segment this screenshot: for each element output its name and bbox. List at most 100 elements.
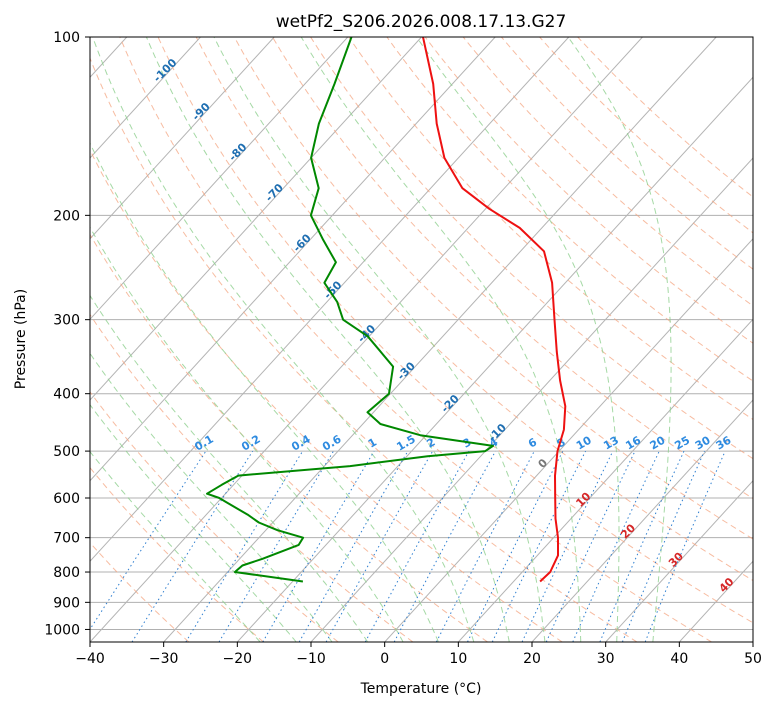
moist-adiabat-line bbox=[90, 450, 261, 642]
y-tick-label: 700 bbox=[53, 531, 80, 547]
moist-adiabat-line bbox=[90, 294, 369, 642]
isotherm-line bbox=[90, 37, 422, 401]
isotherm-label: 40 bbox=[716, 575, 736, 595]
plot-frame bbox=[89, 36, 754, 643]
isotherm-label: -40 bbox=[355, 322, 378, 345]
dewpoint-profile-line bbox=[206, 37, 494, 583]
axes: −40 −30 −20 −10 0 10 20 30 40 5010020030040050060… bbox=[44, 30, 762, 667]
y-tick-label: 900 bbox=[53, 595, 80, 611]
moist-adiabat-line bbox=[300, 37, 582, 642]
mixing-ratio-line bbox=[572, 450, 660, 642]
isotherm-line bbox=[90, 37, 643, 642]
isotherm-line bbox=[457, 318, 753, 642]
dry-adiabat-line bbox=[539, 37, 753, 234]
x-tick-label: 40 bbox=[670, 651, 688, 667]
isotherm-line bbox=[163, 37, 717, 642]
mixing-ratio-line bbox=[131, 450, 254, 642]
isotherm-label: 20 bbox=[618, 521, 638, 541]
dry-adiabat-line bbox=[424, 37, 753, 344]
mixing-ratio-label: 16 bbox=[623, 433, 643, 452]
mixing-ratio-line bbox=[545, 450, 636, 642]
mixing-ratio-line bbox=[298, 450, 409, 642]
y-tick-label: 800 bbox=[53, 565, 80, 581]
x-tick-label: 0 bbox=[380, 651, 389, 667]
isotherm-line bbox=[752, 641, 753, 642]
dry-adiabat-line bbox=[90, 149, 563, 642]
moist-adiabat-line bbox=[90, 403, 297, 642]
dry-adiabat-line bbox=[272, 37, 753, 500]
isotherm-line bbox=[90, 37, 496, 482]
dry-adiabat-line bbox=[90, 56, 638, 642]
isotherm-label: -80 bbox=[226, 140, 249, 163]
mixing-ratio-label: 25 bbox=[672, 434, 692, 453]
dry-adiabat-line bbox=[119, 37, 712, 642]
dry-adiabat-line bbox=[577, 37, 753, 198]
dry-adiabat-line bbox=[348, 37, 753, 421]
moist-adiabat-line bbox=[567, 37, 672, 642]
mixing-ratio-line bbox=[364, 450, 470, 642]
x-tick-label: −20 bbox=[223, 651, 253, 667]
x-tick-label: −10 bbox=[296, 651, 326, 667]
y-tick-label: 100 bbox=[53, 30, 80, 46]
plot-area: 0.1 0.2 0.4 0.6 1 1.5 2 3 4 6 8 10 13 16 20 25 30 36-100-… bbox=[90, 37, 753, 642]
x-tick-label: 10 bbox=[449, 651, 467, 667]
mixing-ratio-line bbox=[521, 450, 614, 642]
isotherm-line bbox=[90, 37, 349, 321]
chart-title: wetPf2_S206.2026.008.17.13.G27 bbox=[276, 12, 567, 32]
dry-adiabat-line bbox=[310, 37, 753, 460]
mixing-ratio-label: 0.6 bbox=[320, 432, 344, 453]
isotherm-line bbox=[531, 399, 753, 642]
isotherm-label: -70 bbox=[263, 181, 286, 204]
moist-adiabat-line bbox=[90, 226, 404, 642]
y-tick-label: 200 bbox=[53, 208, 80, 224]
isotherm-line bbox=[90, 37, 570, 563]
mixing-ratio-label: 20 bbox=[648, 433, 668, 452]
mixing-ratio-line bbox=[491, 450, 587, 642]
dry-adiabat-line bbox=[157, 37, 753, 624]
moist-adiabat-line bbox=[90, 142, 439, 642]
moist-adiabat-line bbox=[145, 37, 510, 642]
mixing-ratio-label: 1.5 bbox=[394, 433, 417, 454]
moist-adiabat-line bbox=[213, 37, 546, 642]
isotherm-line bbox=[384, 237, 753, 642]
mixing-ratio-label: 36 bbox=[714, 433, 734, 452]
isotherm-line bbox=[90, 37, 275, 240]
y-tick-label: 500 bbox=[53, 444, 80, 460]
mixing-ratio-line bbox=[644, 450, 726, 642]
y-tick-label: 400 bbox=[53, 387, 80, 403]
dry-adiabat-line bbox=[233, 37, 753, 540]
dry-adiabat-line bbox=[90, 391, 339, 642]
moist-adiabat-line bbox=[92, 37, 475, 642]
isotherm-line bbox=[90, 37, 201, 159]
mixing-ratio-line bbox=[90, 450, 207, 631]
dry-adiabat-line bbox=[195, 37, 753, 582]
isotherm-line bbox=[605, 479, 753, 642]
y-axis-label: Pressure (hPa) bbox=[13, 289, 29, 389]
isotherm-label: -90 bbox=[190, 100, 213, 123]
isotherm-label: 10 bbox=[573, 490, 593, 510]
mixing-ratio-line bbox=[467, 450, 564, 642]
mixing-ratio-line bbox=[393, 450, 496, 642]
mixing-ratio-label: 6 bbox=[526, 435, 539, 450]
x-tick-label: −30 bbox=[149, 651, 179, 667]
y-tick-label: 600 bbox=[53, 491, 80, 507]
mixing-ratio-label: 0.1 bbox=[192, 433, 215, 454]
y-tick-label: 300 bbox=[53, 313, 80, 329]
x-tick-label: −40 bbox=[75, 651, 105, 667]
mixing-ratio-line bbox=[325, 450, 434, 642]
mixing-ratio-line bbox=[218, 450, 334, 642]
dry-adiabat-line bbox=[90, 313, 414, 642]
mixing-ratio-label: 10 bbox=[574, 433, 594, 452]
mixing-ratio-line bbox=[262, 450, 375, 642]
y-tick-label: 1000 bbox=[44, 622, 80, 638]
mixing-ratio-line bbox=[621, 450, 705, 642]
moist-adiabat-line bbox=[416, 37, 620, 642]
isotherm-label: 30 bbox=[666, 549, 686, 569]
dry-adiabat-line bbox=[501, 37, 753, 270]
mixing-ratio-line bbox=[599, 450, 685, 642]
mixing-ratio-label: 30 bbox=[693, 433, 713, 452]
x-tick-label: 50 bbox=[744, 651, 762, 667]
isotherm-line bbox=[236, 76, 753, 642]
temperature-profile-line bbox=[422, 37, 567, 583]
